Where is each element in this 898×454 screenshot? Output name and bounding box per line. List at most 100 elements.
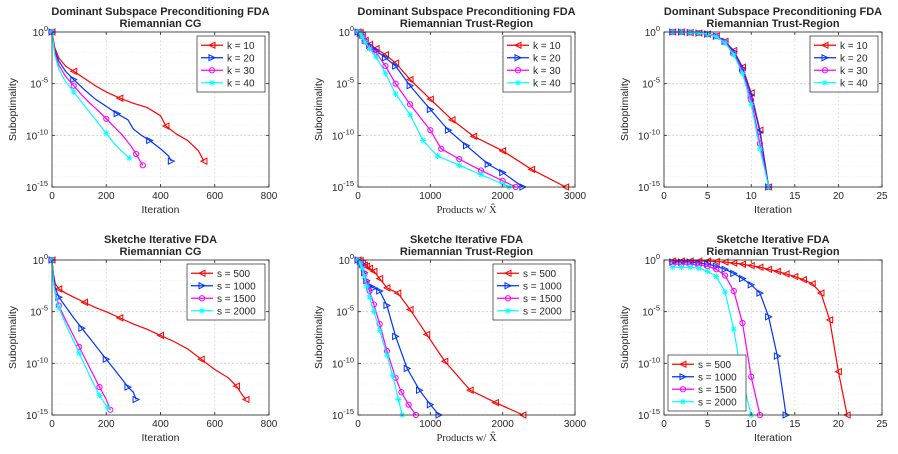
y-tick-label: 10-10 <box>332 355 354 370</box>
data-point <box>426 95 434 103</box>
legend-entry: s = 2000 <box>672 397 737 408</box>
legend-entry: k = 20 <box>507 53 561 64</box>
data-point <box>756 145 763 152</box>
data-point <box>115 94 124 102</box>
chart-1: 0 200 400 600 800 100 10-5 10-10 10-15 Dominant S… <box>7 6 278 216</box>
data-point <box>405 401 412 408</box>
data-point <box>499 168 507 177</box>
data-point <box>70 75 78 84</box>
data-point <box>808 279 816 288</box>
data-point <box>103 115 110 122</box>
y-axis-label: Suboptimality <box>7 77 19 141</box>
y-axis-label: Suboptimality <box>619 305 631 369</box>
x-tick-label: 1000 <box>419 419 442 430</box>
data-point <box>722 39 729 46</box>
legend-label: k = 20 <box>840 53 868 64</box>
legend-entry: k = 10 <box>814 41 868 52</box>
data-point <box>440 357 449 366</box>
y-axis-label: Suboptimality <box>313 305 325 369</box>
data-point <box>389 372 396 379</box>
data-point <box>365 264 374 273</box>
legend-marker <box>197 269 206 278</box>
legend-entry: k = 30 <box>507 66 561 77</box>
legend-marker <box>679 372 688 381</box>
data-point <box>139 162 146 169</box>
legend-marker <box>514 53 523 62</box>
axes-box <box>663 259 883 416</box>
x-tick-label: 0 <box>661 191 667 202</box>
legend-entry: s = 1000 <box>497 281 562 292</box>
legend-marker <box>820 41 829 50</box>
chart-title: Sketche Iterative FDA <box>716 234 829 246</box>
data-point <box>393 289 402 297</box>
series-line <box>51 31 172 162</box>
data-point <box>359 34 366 41</box>
data-point <box>687 29 694 36</box>
data-point <box>103 130 110 137</box>
legend-label: s = 500 <box>523 269 557 280</box>
data-point <box>456 156 463 163</box>
x-tick-label: 15 <box>789 191 801 202</box>
chart-3: 0 5 10 15 20 25 100 10-5 10-10 10-15 Dominant Subs… <box>619 6 888 216</box>
legend-marker <box>207 41 216 50</box>
data-point <box>739 319 746 327</box>
data-point <box>730 51 737 58</box>
data-point <box>816 289 825 297</box>
chart-4: 0 200 400 600 800 100 10-5 10-10 10-15 Sketche It… <box>7 234 278 444</box>
chart-6: 0 5 10 15 20 25 100 10-5 10-10 10-15 Sketche Itera… <box>619 234 888 444</box>
legend-marker <box>199 307 205 314</box>
data-point <box>357 260 364 267</box>
data-point <box>232 382 240 390</box>
data-point <box>69 67 78 76</box>
legend-marker <box>821 67 829 74</box>
data-point <box>54 285 63 293</box>
data-point <box>687 264 694 271</box>
legend-marker <box>678 360 687 369</box>
legend-entry: k = 10 <box>507 41 561 52</box>
legend-entry: k = 30 <box>201 66 255 77</box>
data-point <box>199 157 208 165</box>
x-axis-label: Products w/ X̂ <box>436 431 497 444</box>
x-tick-label: 600 <box>206 191 223 202</box>
legend-marker <box>680 398 686 405</box>
legend-marker <box>503 269 512 278</box>
data-point <box>447 116 456 124</box>
data-point <box>422 330 431 339</box>
x-tick-label: 1000 <box>419 191 442 202</box>
data-point <box>527 165 536 174</box>
legend-label: k = 40 <box>533 78 561 89</box>
legend-marker <box>515 79 521 86</box>
y-tick-label: 10-5 <box>336 76 354 91</box>
y-tick-label: 10-5 <box>336 304 354 319</box>
chart-title: Dominant Subspace Preconditioning FDA <box>357 6 575 18</box>
y-axis-label: Suboptimality <box>619 77 631 141</box>
x-tick-label: 0 <box>355 191 361 202</box>
data-point <box>499 180 506 187</box>
legend-label: s = 2000 <box>523 306 562 317</box>
data-point <box>55 304 62 311</box>
data-point <box>463 141 471 150</box>
data-point <box>465 386 474 395</box>
data-point <box>756 289 765 297</box>
y-tick-label: 10-5 <box>30 304 48 319</box>
data-point <box>695 30 702 37</box>
x-tick-label: 0 <box>661 419 667 430</box>
chart-title: Sketche Iterative FDA <box>104 234 217 246</box>
y-tick-label: 100 <box>339 252 354 267</box>
y-tick-label: 100 <box>339 24 354 39</box>
x-tick-label: 3000 <box>564 191 587 202</box>
y-tick-label: 10-5 <box>30 76 48 91</box>
data-point <box>403 364 412 373</box>
data-point <box>373 53 380 60</box>
data-point <box>790 272 799 281</box>
legend-entry: s = 2000 <box>191 306 256 317</box>
data-point <box>124 383 133 391</box>
legend-marker <box>504 281 513 290</box>
x-tick-label: 10 <box>746 419 758 430</box>
x-tick-label: 25 <box>876 191 888 202</box>
legend-label: k = 20 <box>533 53 561 64</box>
y-tick-label: 10-15 <box>26 407 48 422</box>
data-point <box>392 62 400 70</box>
legend-marker <box>198 295 206 302</box>
legend-marker <box>208 67 216 74</box>
